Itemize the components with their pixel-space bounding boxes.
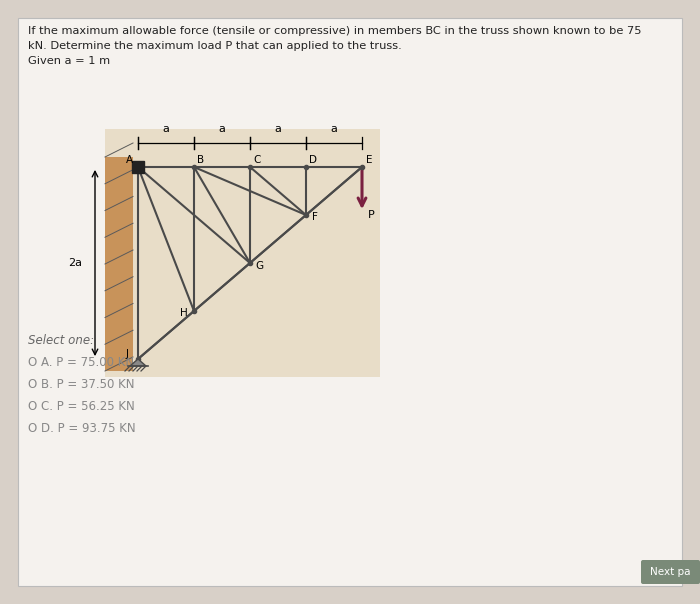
FancyBboxPatch shape: [18, 18, 682, 586]
Text: A: A: [126, 155, 133, 165]
FancyBboxPatch shape: [641, 560, 700, 584]
Text: B: B: [197, 155, 204, 165]
Text: C: C: [253, 155, 260, 165]
Bar: [105, 157, 133, 371]
Text: F: F: [312, 212, 318, 222]
Text: O A. P = 75.00 KN: O A. P = 75.00 KN: [28, 356, 134, 369]
Text: kN. Determine the maximum load P that can applied to the truss.: kN. Determine the maximum load P that ca…: [28, 41, 402, 51]
Text: a: a: [274, 124, 281, 134]
Text: O B. P = 37.50 KN: O B. P = 37.50 KN: [28, 378, 134, 391]
Polygon shape: [130, 359, 146, 366]
Text: Select one:: Select one:: [28, 334, 94, 347]
Text: a: a: [218, 124, 225, 134]
Text: J: J: [126, 349, 129, 359]
Text: If the maximum allowable force (tensile or compressive) in members BC in the tru: If the maximum allowable force (tensile …: [28, 26, 641, 36]
Text: E: E: [366, 155, 372, 165]
Text: Given a = 1 m: Given a = 1 m: [28, 56, 110, 66]
Text: D: D: [309, 155, 317, 165]
Bar: [105, 129, 380, 377]
Text: Next pa: Next pa: [650, 567, 691, 577]
Text: O C. P = 56.25 KN: O C. P = 56.25 KN: [28, 400, 134, 413]
Text: a: a: [330, 124, 337, 134]
Text: O D. P = 93.75 KN: O D. P = 93.75 KN: [28, 422, 136, 435]
Text: a: a: [162, 124, 169, 134]
Text: H: H: [180, 308, 188, 318]
Text: G: G: [255, 261, 263, 271]
Text: 2a: 2a: [68, 258, 82, 268]
Text: P: P: [368, 210, 374, 220]
